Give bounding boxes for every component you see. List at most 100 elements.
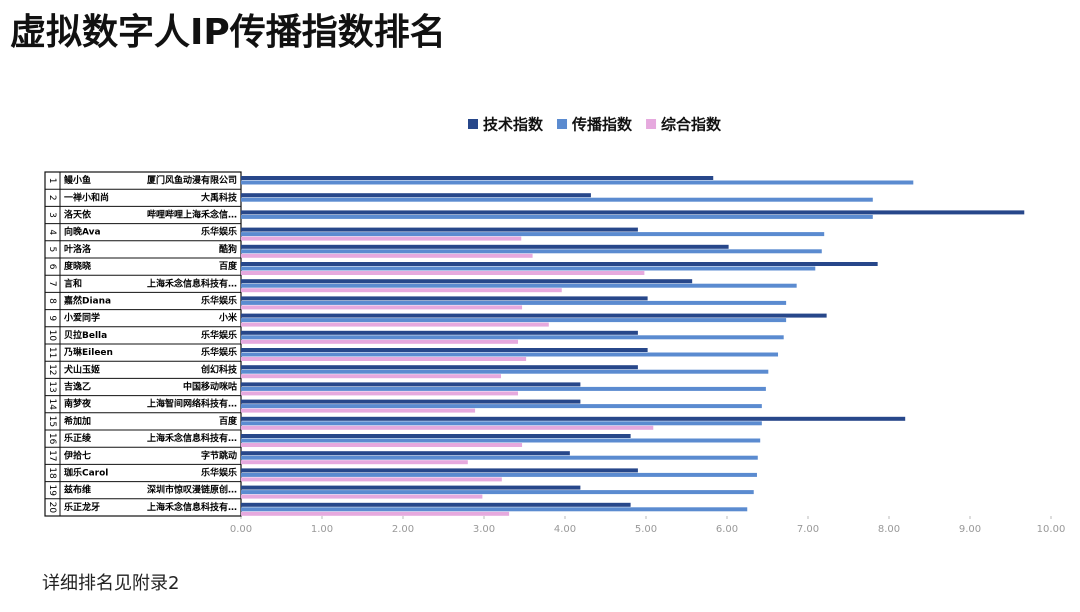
bar bbox=[241, 507, 748, 512]
rank-label: 11 bbox=[47, 347, 57, 358]
bar bbox=[241, 296, 648, 301]
ip-name: 一禅小和尚 bbox=[64, 191, 109, 203]
chart-title: 虚拟数字人IP传播指数排名 bbox=[10, 12, 446, 53]
company-name: 大禹科技 bbox=[201, 191, 238, 203]
bar bbox=[241, 421, 762, 426]
bar bbox=[241, 313, 827, 318]
bar bbox=[241, 472, 757, 477]
company-name: 中国移动咪咕 bbox=[183, 381, 237, 393]
bar bbox=[241, 382, 581, 387]
company-name: 上海智间网络科技有… bbox=[147, 398, 237, 410]
bar bbox=[241, 176, 714, 180]
ip-name: 乐正绫 bbox=[64, 432, 92, 444]
ip-name: 叶洛洛 bbox=[64, 243, 92, 255]
rank-label: 19 bbox=[47, 484, 57, 496]
bar bbox=[241, 214, 873, 219]
ip-name: 向晚Ava bbox=[64, 226, 101, 238]
bar bbox=[241, 386, 766, 391]
bar bbox=[241, 236, 522, 241]
company-name: 乐华娱乐 bbox=[201, 226, 237, 238]
bar bbox=[241, 365, 638, 370]
bar bbox=[241, 490, 754, 495]
bar bbox=[241, 197, 873, 202]
company-name: 乐华娱乐 bbox=[201, 346, 237, 358]
bar bbox=[241, 494, 483, 499]
company-name: 上海禾念信息科技有… bbox=[147, 277, 237, 289]
bar bbox=[241, 391, 519, 396]
bar bbox=[241, 434, 631, 438]
company-name: 乐华娱乐 bbox=[201, 467, 237, 479]
bar bbox=[241, 232, 825, 237]
rank-label: 17 bbox=[47, 450, 57, 461]
ip-name: 度晓晓 bbox=[64, 260, 91, 272]
rank-label: 15 bbox=[47, 416, 57, 427]
legend-swatch bbox=[646, 119, 657, 129]
bar bbox=[241, 425, 654, 430]
bar bbox=[241, 399, 581, 404]
bar bbox=[241, 244, 729, 249]
bar bbox=[241, 352, 779, 357]
ip-name: 南梦夜 bbox=[64, 398, 92, 410]
x-tick-label: 6.00 bbox=[716, 524, 738, 535]
ip-name: 小爱同学 bbox=[63, 312, 100, 324]
rank-label: 9 bbox=[47, 315, 57, 321]
x-tick-label: 5.00 bbox=[635, 524, 657, 535]
bar bbox=[241, 369, 769, 374]
rank-label: 13 bbox=[47, 381, 57, 392]
x-tick-label: 10.00 bbox=[1037, 524, 1066, 535]
bar bbox=[241, 262, 878, 266]
bar bbox=[241, 408, 476, 413]
bar bbox=[241, 511, 510, 516]
x-tick-label: 3.00 bbox=[473, 524, 495, 535]
x-tick-label: 2.00 bbox=[392, 524, 414, 535]
bar bbox=[241, 305, 523, 310]
x-tick-label: 4.00 bbox=[554, 524, 576, 535]
company-name: 百度 bbox=[219, 260, 238, 272]
company-name: 字节跳动 bbox=[201, 449, 237, 461]
company-name: 小米 bbox=[218, 312, 238, 324]
bar bbox=[241, 455, 758, 460]
company-name: 上海禾念信息科技有… bbox=[147, 501, 237, 513]
rank-label: 2 bbox=[47, 195, 57, 201]
bar bbox=[241, 210, 1025, 215]
bar bbox=[241, 271, 645, 275]
rank-label: 4 bbox=[47, 229, 57, 235]
ip-name: 乐正龙牙 bbox=[64, 501, 100, 513]
legend-swatch bbox=[557, 119, 568, 129]
ip-name: 言和 bbox=[64, 277, 82, 289]
bar bbox=[241, 404, 762, 409]
bar bbox=[241, 477, 502, 482]
ip-name: 犬山玉姬 bbox=[63, 363, 100, 375]
ip-name: 鳗小鱼 bbox=[64, 174, 91, 186]
bar bbox=[241, 339, 519, 344]
company-name: 百度 bbox=[219, 415, 238, 427]
bar bbox=[241, 279, 693, 284]
bar bbox=[241, 468, 638, 473]
bar bbox=[241, 193, 591, 198]
bar bbox=[241, 266, 816, 271]
company-name: 上海禾念信息科技有… bbox=[147, 432, 237, 444]
rank-label: 16 bbox=[47, 433, 57, 445]
ip-name: 贝拉Bella bbox=[64, 329, 107, 341]
rank-label: 12 bbox=[47, 364, 57, 375]
bar bbox=[241, 374, 502, 379]
bar bbox=[241, 348, 648, 352]
bar bbox=[241, 416, 906, 421]
legend-label: 传播指数 bbox=[571, 116, 633, 134]
ip-name: 嘉然Diana bbox=[63, 295, 111, 307]
rank-label: 5 bbox=[47, 247, 57, 253]
ip-name: 兹布维 bbox=[64, 484, 91, 496]
ip-name: 伊拾七 bbox=[63, 449, 91, 461]
rank-label: 8 bbox=[47, 298, 57, 304]
bar bbox=[241, 227, 638, 232]
bar bbox=[241, 460, 468, 465]
company-name: 厦门风鱼动漫有限公司 bbox=[147, 174, 237, 186]
x-tick-label: 0.00 bbox=[230, 524, 252, 535]
legend-label: 综合指数 bbox=[661, 116, 722, 134]
bar bbox=[241, 438, 761, 443]
rank-label: 1 bbox=[47, 178, 57, 184]
rank-label: 18 bbox=[47, 467, 57, 479]
bar bbox=[241, 335, 784, 340]
